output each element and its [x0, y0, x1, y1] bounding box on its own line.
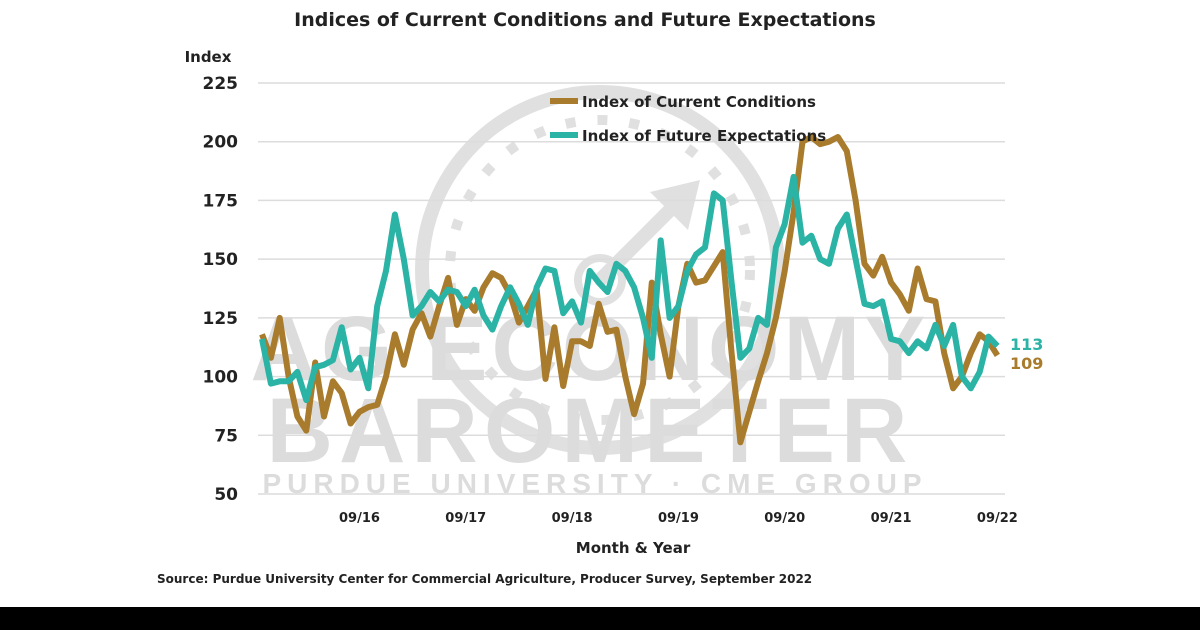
legend-label: Index of Future Expectations: [582, 127, 826, 145]
series-line-current-conditions: [259, 134, 1000, 446]
watermark-logo: AG ECONOMY BAROMETER PURDUE UNIVERSITY ·…: [251, 85, 930, 499]
x-tick-label: 09/19: [658, 511, 699, 526]
x-axis-label: Month & Year: [576, 539, 691, 557]
chart-title: Indices of Current Conditions and Future…: [294, 9, 876, 31]
x-tick-label: 09/22: [977, 511, 1018, 526]
watermark-arrow: [650, 180, 700, 230]
y-tick-label: 125: [203, 309, 239, 329]
watermark-line1: AG ECONOMY: [251, 298, 930, 400]
watermark-gauge: [415, 85, 785, 455]
x-tick-label: 09/17: [445, 511, 486, 526]
y-tick-label: 50: [214, 485, 238, 505]
y-tick-label: 200: [203, 133, 239, 153]
x-tick-label: 09/21: [871, 511, 912, 526]
x-tick-label: 09/20: [764, 511, 805, 526]
y-tick-label: 100: [203, 368, 239, 388]
bottom-bar: [0, 607, 1200, 630]
watermark-gauge-ticks: [445, 115, 755, 425]
x-tick-label: 09/16: [339, 511, 380, 526]
y-tick-label: 225: [203, 74, 239, 94]
source-note: Source: Purdue University Center for Com…: [157, 572, 812, 586]
end-value-label: 109: [1010, 354, 1043, 373]
y-tick-label: 175: [203, 191, 239, 211]
series-line-future-expectations: [259, 173, 1000, 404]
x-tick-label: 09/18: [552, 511, 593, 526]
y-tick-label: 75: [214, 426, 238, 446]
y-axis-label: Index: [185, 48, 232, 66]
y-tick-label: 150: [203, 250, 239, 270]
legend-label: Index of Current Conditions: [582, 93, 816, 111]
watermark-line2: BAROMETER: [267, 380, 914, 482]
end-value-label: 113: [1010, 335, 1043, 354]
